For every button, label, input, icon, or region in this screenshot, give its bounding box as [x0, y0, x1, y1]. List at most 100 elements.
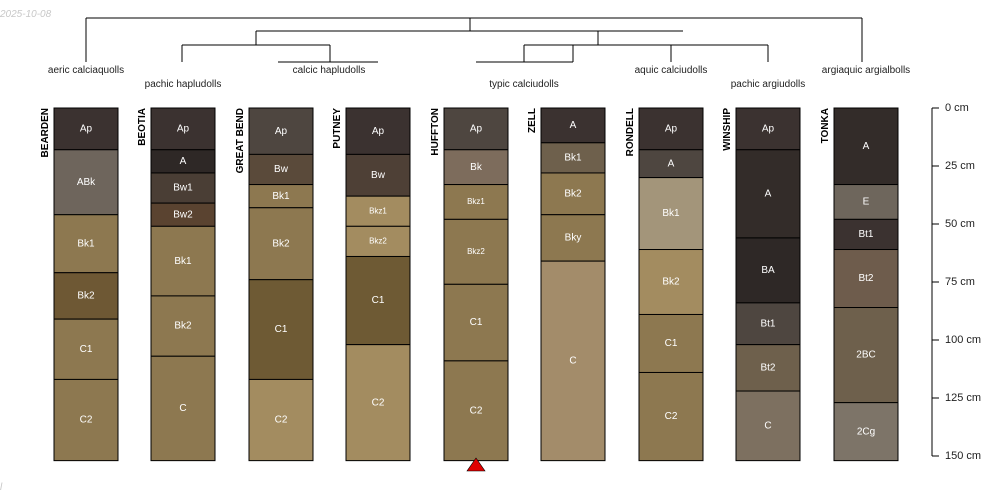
horizon-block [53, 214, 119, 274]
horizon-label: E [863, 197, 870, 208]
soil-profile-beotia: Ap A Bw1 Bw2 Bk1 Bk2 C BEOTIA [137, 107, 216, 462]
horizon-label: Bkz1 [369, 206, 387, 215]
depth-tick-label: 25 cm [945, 160, 975, 172]
horizon-label: Bk1 [662, 208, 680, 219]
horizon-block [540, 142, 606, 174]
horizon-label: Bk2 [77, 291, 95, 302]
horizon-block [150, 225, 216, 297]
soil-profile-winship: Ap A BA Bt1 Bt2 C WINSHIP [722, 107, 801, 462]
horizon-label: C [569, 356, 576, 367]
horizon-block [248, 279, 314, 380]
horizon-label: Bt2 [760, 362, 775, 373]
horizon-label: Bk2 [174, 321, 192, 332]
horizon-label: C2 [470, 405, 483, 416]
horizon-label: Bw1 [173, 183, 193, 194]
horizon-block [150, 355, 216, 462]
horizon-block [53, 318, 119, 380]
horizon-label: Bk1 [174, 256, 192, 267]
depth-tick-label: 0 cm [945, 102, 969, 114]
taxon-label: aeric calciaquolls [48, 65, 124, 76]
horizon-block [345, 225, 411, 257]
soil-profile-huffton: Ap Bk Bkz1 Bkz2 C1 C2 HUFFTON [430, 107, 509, 462]
soil-profile-putney: Ap Bw Bkz1 Bkz2 C1 C2 PUTNEY [332, 107, 411, 462]
horizon-block [833, 107, 899, 186]
horizon-label: A [180, 156, 187, 167]
horizon-label: Bk1 [272, 191, 290, 202]
soil-profile-great-bend: Ap Bw Bk1 Bk2 C1 C2 GREAT BEND [235, 107, 314, 462]
horizon-block [833, 402, 899, 462]
horizon-label: C2 [372, 397, 385, 408]
horizon-block [540, 172, 606, 216]
horizon-label: Ap [372, 126, 385, 137]
depth-tick-label: 75 cm [945, 276, 975, 288]
horizon-label: Ap [275, 126, 288, 137]
horizon-block [735, 237, 801, 304]
horizon-block [248, 207, 314, 281]
horizon-label: 2Cg [857, 426, 875, 437]
horizon-label: A [863, 141, 870, 152]
horizon-label: Bk1 [77, 238, 95, 249]
horizon-block [53, 149, 119, 216]
horizon-label: Ap [80, 124, 93, 135]
date-stamp: 2025-10-08 [0, 9, 52, 20]
horizon-block [735, 107, 801, 151]
soil-profile-bearden: Ap ABk Bk1 Bk2 C1 C2 BEARDEN [40, 107, 119, 462]
profile-name: GREAT BEND [235, 108, 246, 173]
taxon-label: argiaquic argialbolls [822, 65, 910, 76]
horizon-label: Ap [177, 124, 190, 135]
depth-axis: 0 cm 25 cm 50 cm 75 cm 100 cm 125 cm 150 cm [931, 102, 981, 462]
horizon-label: 2BC [856, 350, 875, 361]
horizon-label: Bw [274, 164, 289, 175]
horizon-label: Bk2 [272, 238, 290, 249]
depth-tick-label: 100 cm [945, 334, 981, 346]
horizon-block [248, 107, 314, 155]
horizon-block [540, 260, 606, 462]
horizon-label: C1 [80, 344, 93, 355]
horizon-label: C1 [372, 295, 385, 306]
horizon-block [150, 295, 216, 357]
profile-name: RONDELL [625, 108, 636, 156]
horizon-block [248, 378, 314, 462]
horizon-block [443, 283, 509, 362]
taxon-label: calcic hapludolls [293, 65, 366, 76]
horizon-block [345, 107, 411, 155]
horizon-label: C [764, 420, 771, 431]
profile-name: TONKA [820, 108, 831, 143]
horizon-label: Bt1 [858, 229, 873, 240]
depth-tick-label: 150 cm [945, 450, 981, 462]
horizon-label: Ap [470, 124, 483, 135]
horizon-block [53, 378, 119, 462]
horizon-block [638, 177, 704, 251]
horizon-block [735, 302, 801, 346]
profile-name: PUTNEY [332, 108, 343, 149]
horizon-block [833, 307, 899, 404]
soil-profile-tonka: A E Bt1 Bt2 2BC 2Cg TONKA [820, 107, 899, 462]
horizon-block [443, 107, 509, 151]
horizon-label: C2 [275, 415, 288, 426]
profile-name: BEOTIA [137, 108, 148, 146]
horizon-block [735, 149, 801, 239]
horizon-label: Bk [470, 162, 483, 173]
horizon-label: Bky [565, 233, 582, 244]
horizon-label: Bt1 [760, 318, 775, 329]
horizon-block [53, 272, 119, 320]
horizon-label: Bk2 [662, 277, 680, 288]
horizon-block [150, 107, 216, 151]
horizon-block [833, 184, 899, 220]
horizon-label: Bkz2 [467, 247, 485, 256]
horizon-block [638, 107, 704, 151]
profile-name: ZELL [527, 108, 538, 133]
horizon-label: Bw [371, 170, 386, 181]
depth-tick-label: 50 cm [945, 218, 975, 230]
soil-profile-zell: A Bk1 Bk2 Bky C ZELL [527, 107, 606, 462]
horizon-block [735, 390, 801, 462]
taxon-label: aquic calciudolls [635, 65, 708, 76]
horizon-label: C1 [470, 317, 483, 328]
horizon-block [345, 153, 411, 197]
horizon-block [833, 249, 899, 309]
profile-name: WINSHIP [722, 108, 733, 151]
profile-name: HUFFTON [430, 108, 441, 156]
horizon-block [638, 249, 704, 315]
taxon-labels: aeric calciaquolls pachic hapludolls cal… [48, 65, 910, 90]
